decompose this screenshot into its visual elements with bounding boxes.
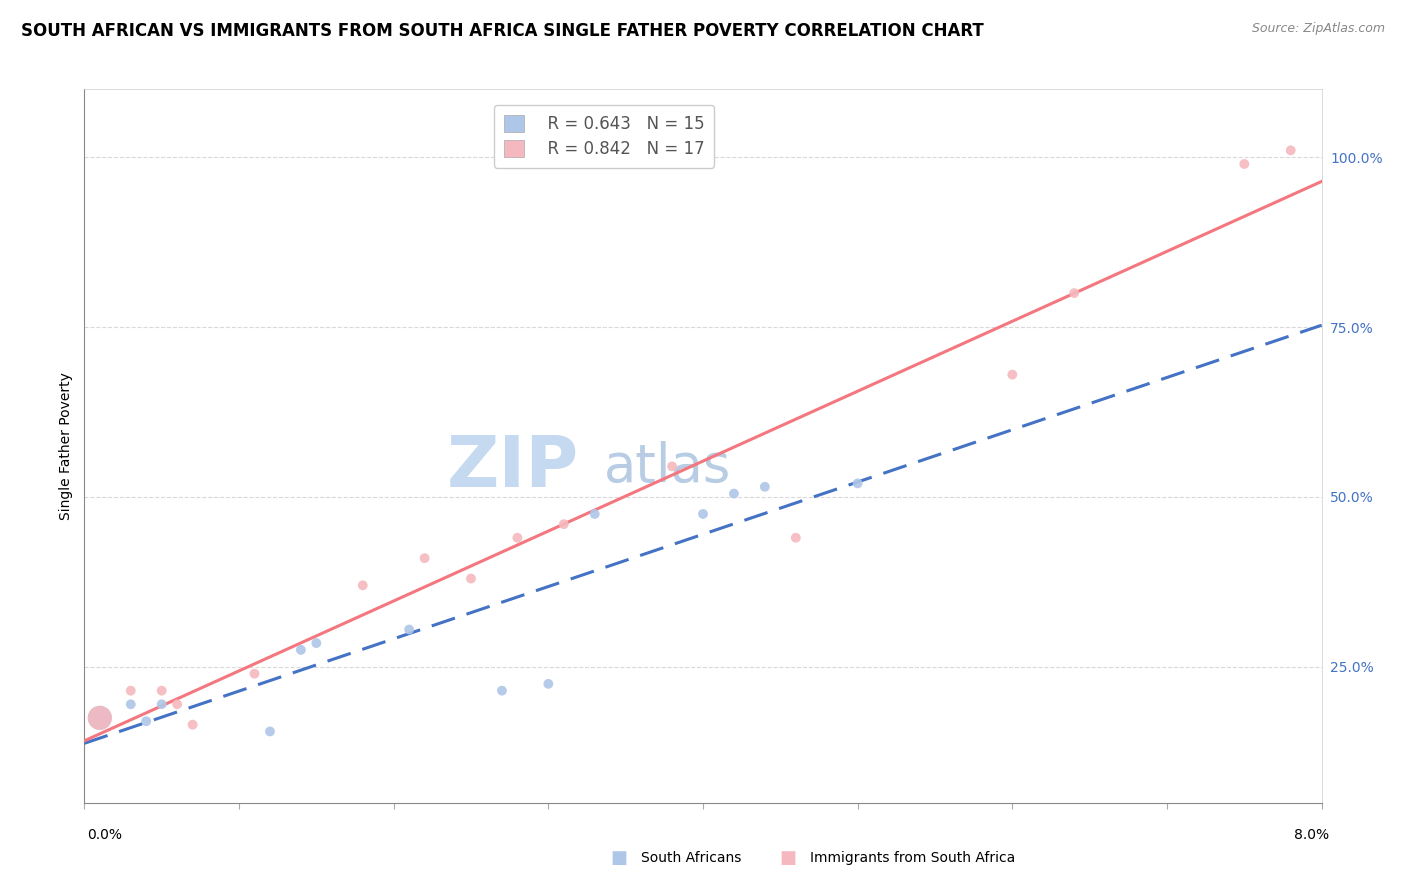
Y-axis label: Single Father Poverty: Single Father Poverty [59, 372, 73, 520]
Point [181, 717, 204, 731]
Point [553, 517, 575, 532]
Point [305, 636, 328, 650]
Point [135, 714, 157, 729]
Text: South Africans: South Africans [641, 851, 741, 865]
Text: SOUTH AFRICAN VS IMMIGRANTS FROM SOUTH AFRICA SINGLE FATHER POVERTY CORRELATION : SOUTH AFRICAN VS IMMIGRANTS FROM SOUTH A… [21, 22, 984, 40]
Point [166, 698, 188, 712]
Point [723, 486, 745, 500]
Point [1279, 144, 1302, 158]
Point [398, 623, 420, 637]
Text: Source: ZipAtlas.com: Source: ZipAtlas.com [1251, 22, 1385, 36]
Point [846, 476, 869, 491]
Point [661, 459, 683, 474]
Legend:   R = 0.643   N = 15,   R = 0.842   N = 17: R = 0.643 N = 15, R = 0.842 N = 17 [494, 104, 714, 168]
Text: atlas: atlas [605, 442, 731, 493]
Text: ■: ■ [779, 849, 796, 867]
Point [243, 666, 266, 681]
Point [506, 531, 529, 545]
Text: ■: ■ [610, 849, 627, 867]
Point [692, 507, 714, 521]
Point [1001, 368, 1024, 382]
Point [120, 683, 142, 698]
Text: ZIP: ZIP [447, 433, 579, 502]
Point [583, 507, 606, 521]
Point [290, 643, 312, 657]
Text: 0.0%: 0.0% [87, 828, 122, 842]
Point [120, 698, 142, 712]
Point [352, 578, 374, 592]
Point [785, 531, 807, 545]
Point [89, 711, 111, 725]
Point [89, 711, 111, 725]
Point [491, 683, 513, 698]
Point [150, 698, 173, 712]
Point [537, 677, 560, 691]
Text: Immigrants from South Africa: Immigrants from South Africa [810, 851, 1015, 865]
Point [259, 724, 281, 739]
Text: 8.0%: 8.0% [1294, 828, 1329, 842]
Point [150, 683, 173, 698]
Point [413, 551, 436, 566]
Point [1233, 157, 1256, 171]
Point [460, 572, 482, 586]
Point [754, 480, 776, 494]
Point [1063, 286, 1085, 301]
